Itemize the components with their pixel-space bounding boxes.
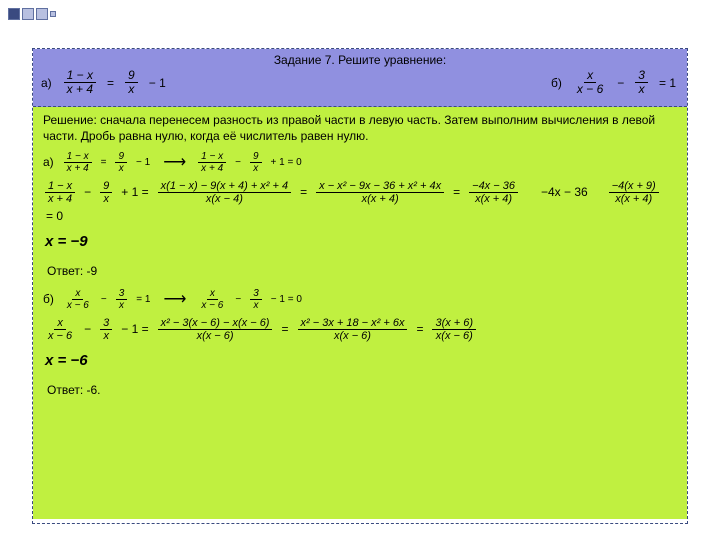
solution-intro: Решение: сначала перенесем разность из п… <box>43 113 677 144</box>
label-a: а) <box>41 76 52 90</box>
slide-main: Задание 7. Решите уравнение: а) 1 − xx +… <box>32 48 688 524</box>
slide-corner-decoration <box>8 8 56 20</box>
arrow-icon: ⟶ <box>163 152 186 172</box>
task-header: Задание 7. Решите уравнение: а) 1 − xx +… <box>33 49 687 107</box>
task-b: б) xx − 6 − 3x = 1 <box>551 69 679 96</box>
b-chain: xx − 6 − 3x − 1 = x² − 3(x − 6) − x(x − … <box>43 317 677 342</box>
b-result: x = −6 <box>45 352 677 369</box>
solution-body: Решение: сначала перенесем разность из п… <box>33 107 687 519</box>
label-b: б) <box>551 76 562 90</box>
b-step1: б) xx − 6 − 3x = 1 ⟶ xx − 6 − 3x − 1 = 0 <box>43 288 677 311</box>
b-answer: Ответ: -6. <box>47 383 677 397</box>
a-chain: 1 − xx + 4 − 9x + 1 = x(1 − x) − 9(x + 4… <box>43 180 677 223</box>
a-step1: а) 1 − xx + 4 = 9x − 1 ⟶ 1 − xx + 4 − 9x… <box>43 151 677 174</box>
arrow-icon: ⟶ <box>163 289 186 309</box>
task-a: а) 1 − xx + 4 = 9x − 1 <box>41 69 169 96</box>
a-answer: Ответ: -9 <box>47 264 677 278</box>
a-result: x = −9 <box>45 233 677 250</box>
task-title: Задание 7. Решите уравнение: <box>41 53 679 67</box>
